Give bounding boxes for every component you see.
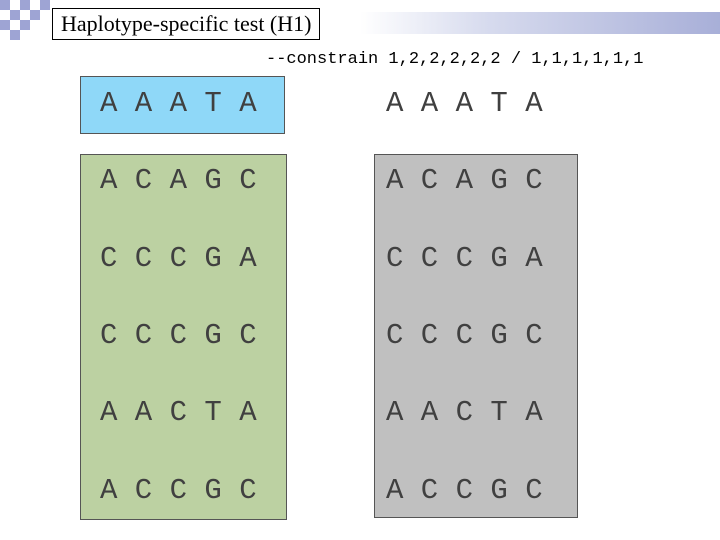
constraint-text: --constrain 1,2,2,2,2,2 / 1,1,1,1,1,1 [266,50,644,69]
highlight-box-green [80,154,287,520]
highlight-box-blue [80,76,285,134]
sequence-left: A C A G C [100,164,257,197]
sequence-left: C C C G C [100,319,257,352]
sequence-left: C C C G A [100,242,257,275]
sequence-left: A A C T A [100,396,257,429]
sequence-right: A C C G C [386,474,543,507]
sequence-left: A C C G C [100,474,257,507]
sequence-right: C C C G A [386,242,543,275]
slide-title: Haplotype-specific test (H1) [52,8,321,40]
decorative-checker-pattern [0,0,60,45]
highlight-box-gray [374,154,578,518]
sequence-right: C C C G C [386,319,543,352]
header-sequence-right: A A A T A [386,87,543,120]
sequence-right: A C A G C [386,164,543,197]
sequence-right: A A C T A [386,396,543,429]
header-sequence-left: A A A T A [100,87,257,120]
decorative-gradient-bar [360,12,720,34]
